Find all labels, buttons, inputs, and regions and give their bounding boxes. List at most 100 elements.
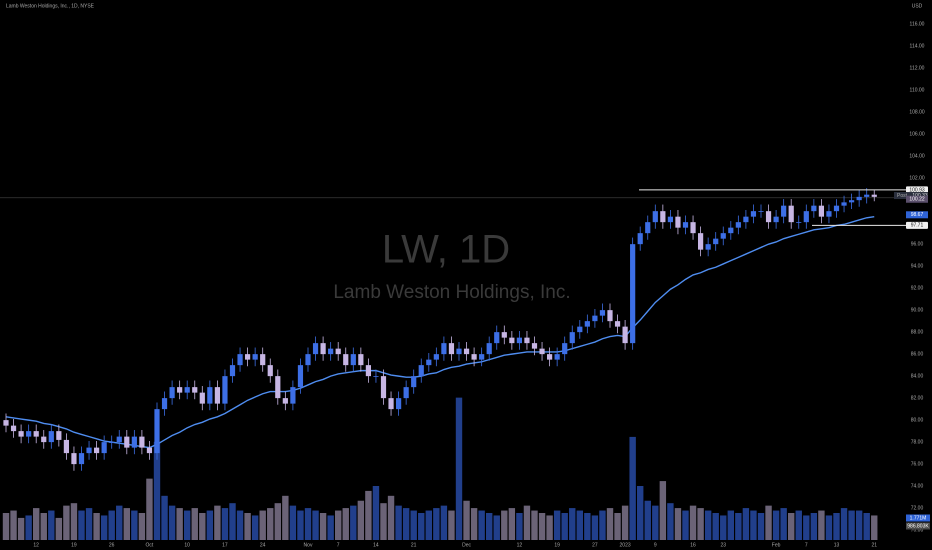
x-tick-label: 21: [411, 542, 417, 548]
candle-body: [796, 222, 802, 223]
candle-body: [245, 354, 251, 360]
volume-bar: [199, 513, 206, 540]
candle-body: [531, 343, 538, 349]
candle-body: [146, 447, 153, 454]
candle-body: [698, 233, 704, 250]
volume-bar: [282, 495, 289, 540]
candle-body: [139, 436, 145, 448]
volume-bar: [720, 515, 727, 540]
candle-body: [592, 315, 598, 322]
volume-bar: [606, 508, 614, 540]
candle-body: [667, 216, 673, 223]
candle-body: [161, 398, 168, 410]
volume-bar: [395, 505, 402, 540]
volume-bar: [289, 505, 297, 540]
y-tick-label: 70.00: [911, 527, 924, 533]
x-tick-label: Oct: [146, 542, 154, 548]
volume-bar: [697, 508, 704, 540]
volume-bar: [501, 510, 508, 540]
candle-body: [192, 387, 198, 393]
candle-body: [652, 211, 658, 223]
volume-bar: [863, 513, 870, 540]
candle-body: [94, 447, 100, 454]
candle-body: [320, 343, 326, 355]
y-tick-label: 108.00: [909, 110, 925, 116]
moving-average: [5, 215, 875, 449]
volume-bar: [93, 513, 100, 540]
candle-body: [48, 431, 54, 443]
volume-bar: [372, 486, 380, 540]
candle-body: [131, 436, 137, 448]
volume-bar: [244, 513, 251, 540]
volume-bar: [402, 508, 410, 540]
candle-body: [433, 354, 439, 360]
x-tick-label: 14: [373, 542, 379, 548]
candle-body: [426, 359, 432, 366]
candle-body: [690, 222, 696, 234]
candle-body: [849, 200, 855, 203]
x-tick-label: 21: [871, 542, 877, 548]
volume-bar: [546, 515, 553, 540]
candle-body: [18, 431, 24, 437]
volume-bar: [840, 508, 848, 540]
candle-body: [290, 387, 296, 404]
volume-bar: [750, 510, 757, 540]
candle-body: [456, 348, 462, 355]
candle-body: [562, 343, 568, 355]
candle-body: [841, 202, 847, 206]
candle-body: [765, 211, 772, 223]
volume-bar: [365, 490, 372, 540]
volume-bar: [357, 500, 365, 540]
volume-bar: [478, 510, 485, 540]
volume-bar: [621, 505, 629, 540]
volume-bar: [440, 505, 448, 540]
volume-bar: [561, 513, 568, 540]
volume-bar: [342, 508, 349, 540]
candle-body: [101, 442, 107, 454]
candle-body: [403, 387, 409, 399]
candle-body: [577, 326, 583, 333]
candle-body: [871, 194, 877, 197]
candle-body: [788, 205, 794, 223]
volume-bar: [614, 513, 621, 540]
x-tick-label: Nov: [304, 542, 313, 548]
volume-label-box: [906, 514, 930, 522]
volume-bar: [221, 508, 229, 540]
volume-bar: [70, 503, 78, 540]
volume-bar: [297, 510, 304, 540]
volume-bar: [818, 510, 825, 540]
volume-bar: [727, 510, 734, 540]
x-tick-label: 16: [690, 542, 696, 548]
volume-bar: [116, 505, 123, 540]
candle-body: [758, 211, 764, 212]
candle-body: [86, 447, 92, 454]
volume-bar: [591, 515, 599, 540]
volume-bar: [682, 510, 689, 540]
candle-body: [260, 354, 266, 366]
y-tick-label: 112.00: [910, 66, 925, 72]
volume-bar: [637, 486, 644, 540]
volume-bar: [667, 503, 674, 540]
level-label-box: [906, 186, 928, 194]
candle-body: [494, 332, 500, 344]
candle-body: [864, 194, 870, 197]
volume-bar: [2, 513, 10, 540]
y-tick-label: 92.00: [911, 285, 924, 291]
candle-body: [297, 365, 304, 388]
candle-body: [441, 343, 447, 355]
candle-body: [728, 227, 734, 234]
volume-bar: [652, 505, 659, 540]
x-tick-label: 12: [33, 542, 39, 548]
volume-bar: [108, 510, 115, 540]
x-tick-label: 7: [805, 542, 808, 548]
volume-bar: [78, 510, 85, 540]
candle-body: [109, 442, 115, 443]
candle-body: [750, 211, 757, 217]
candle-body: [516, 337, 522, 344]
x-tick-label: 9: [654, 542, 657, 548]
volume-bar: [553, 510, 561, 540]
candle-body: [569, 332, 575, 344]
volume-bar: [63, 505, 70, 540]
volume-bar: [184, 510, 191, 540]
volume-bar: [335, 510, 342, 540]
